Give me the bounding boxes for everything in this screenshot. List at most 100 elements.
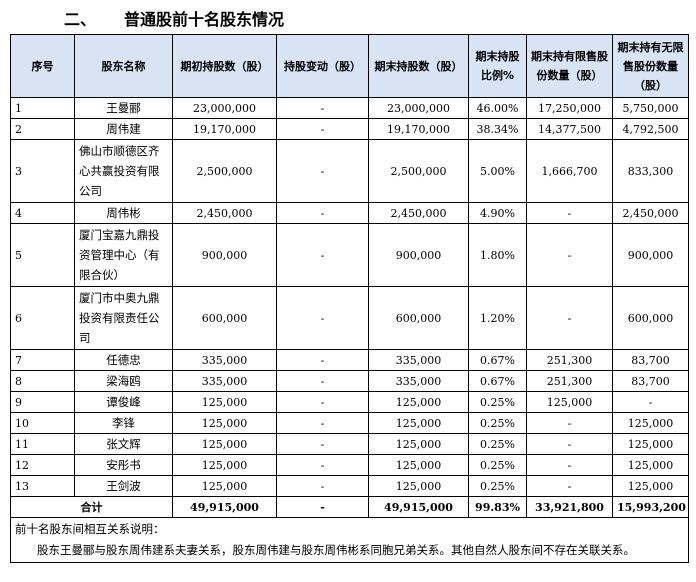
end-shares: 125,000: [368, 454, 469, 476]
end-ratio: 1.20%: [468, 286, 527, 350]
total-restricted-shares: 33,921,800: [526, 496, 613, 518]
share-change: -: [276, 139, 369, 203]
row-number: 11: [10, 433, 75, 455]
shareholder-name: 厦门宝嘉九鼎投资管理中心（有限合伙）: [74, 223, 173, 287]
end-ratio: 1.80%: [468, 223, 527, 287]
shareholder-name: 王曼郦: [74, 97, 173, 119]
share-change: -: [276, 412, 369, 434]
total-unrestricted-shares: 15,993,200: [612, 496, 689, 518]
end-shares: 900,000: [368, 223, 469, 287]
total-end-shares: 49,915,000: [368, 496, 469, 518]
unrestricted-shares: -: [612, 391, 689, 413]
shareholder-name: 王剑波: [74, 475, 173, 497]
row-number: 5: [10, 223, 75, 287]
table-row: 5 厦门宝嘉九鼎投资管理中心（有限合伙） 900,000-900,000 1.80% -…: [10, 223, 689, 287]
end-shares: 335,000: [368, 349, 469, 371]
section-title: 普通股前十名股东情况: [124, 10, 285, 29]
end-shares: 125,000: [368, 391, 469, 413]
restricted-shares: 251,300: [526, 349, 613, 371]
restricted-shares: -: [526, 433, 613, 455]
relationship-note: 前十名股东间相互关系说明： 股东王曼郦与股东周伟建系夫妻关系，股东周伟建与股东周伟…: [10, 517, 689, 563]
restricted-shares: 125,000: [526, 391, 613, 413]
restricted-shares: 17,250,000: [526, 97, 613, 119]
column-header: 期末持股数（股）: [368, 34, 469, 98]
end-ratio: 0.25%: [468, 391, 527, 413]
column-header: 期末持股比例%: [468, 34, 527, 98]
table-row: 12 安彤书 125,000-125,000 0.25% -125,000: [10, 454, 689, 476]
share-change: -: [276, 97, 369, 119]
start-shares: 2,450,000: [172, 202, 277, 224]
unrestricted-shares: 900,000: [612, 223, 689, 287]
row-number: 10: [10, 412, 75, 434]
share-change: -: [276, 286, 369, 350]
start-shares: 900,000: [172, 223, 277, 287]
end-shares: 600,000: [368, 286, 469, 350]
unrestricted-shares: 125,000: [612, 433, 689, 455]
restricted-shares: -: [526, 202, 613, 224]
row-number: 13: [10, 475, 75, 497]
unrestricted-shares: 4,792,500: [612, 118, 689, 140]
total-share-change: -: [276, 496, 369, 518]
unrestricted-shares: 125,000: [612, 475, 689, 497]
share-change: -: [276, 118, 369, 140]
column-header: 期初持股数（股）: [172, 34, 277, 98]
shareholder-name: 佛山市顺德区齐心共赢投资有限公司: [74, 139, 173, 203]
restricted-shares: -: [526, 454, 613, 476]
total-row: 合计 49,915,000-49,915,000 99.83% 33,921,800 1…: [10, 496, 689, 518]
restricted-shares: -: [526, 412, 613, 434]
total-start-shares: 49,915,000: [172, 496, 277, 518]
total-label: 合计: [10, 496, 173, 518]
row-number: 3: [10, 139, 75, 203]
end-ratio: 38.34%: [468, 118, 527, 140]
shareholder-name: 张文辉: [74, 433, 173, 455]
start-shares: 125,000: [172, 391, 277, 413]
row-number: 9: [10, 391, 75, 413]
table-row: 4 周伟彬 2,450,000-2,450,000 4.90% -2,450,000: [10, 202, 689, 224]
end-shares: 125,000: [368, 475, 469, 497]
table-row: 1 王曼郦 23,000,000-23,000,000 46.00% 17,250,00…: [10, 97, 689, 119]
shareholders-table: 序号 股东名称 期初持股数（股） 持股变动（股） 期末持股数（股） 期末持股比例% 期末持有…: [10, 34, 689, 563]
share-change: -: [276, 433, 369, 455]
row-number: 6: [10, 286, 75, 350]
share-change: -: [276, 454, 369, 476]
end-shares: 125,000: [368, 412, 469, 434]
start-shares: 23,000,000: [172, 97, 277, 119]
end-shares: 2,450,000: [368, 202, 469, 224]
start-shares: 335,000: [172, 370, 277, 392]
note-title: 前十名股东间相互关系说明：: [15, 522, 165, 536]
table-row: 2 周伟建 19,170,000-19,170,000 38.34% 14,377,50…: [10, 118, 689, 140]
unrestricted-shares: 83,700: [612, 370, 689, 392]
shareholder-name: 周伟彬: [74, 202, 173, 224]
share-change: -: [276, 349, 369, 371]
unrestricted-shares: 5,750,000: [612, 97, 689, 119]
column-header: 序号: [10, 34, 75, 98]
share-change: -: [276, 391, 369, 413]
end-ratio: 4.90%: [468, 202, 527, 224]
section-heading: 二、 普通股前十名股东情况: [64, 6, 284, 30]
total-end-ratio: 99.83%: [468, 496, 527, 518]
shareholder-name: 厦门市中奥九鼎投资有限责任公司: [74, 286, 173, 350]
share-change: -: [276, 475, 369, 497]
end-ratio: 0.67%: [468, 349, 527, 371]
row-number: 4: [10, 202, 75, 224]
restricted-shares: 14,377,500: [526, 118, 613, 140]
share-change: -: [276, 370, 369, 392]
restricted-shares: -: [526, 475, 613, 497]
unrestricted-shares: 2,450,000: [612, 202, 689, 224]
column-header: 持股变动（股）: [276, 34, 369, 98]
shareholder-name: 李锋: [74, 412, 173, 434]
end-ratio: 0.67%: [468, 370, 527, 392]
table-row: 9 谭俊峰 125,000-125,000 0.25% 125,000-: [10, 391, 689, 413]
note-text: 股东王曼郦与股东周伟建系夫妻关系，股东周伟建与股东周伟彬系同胞兄弟关系。其他自然…: [37, 543, 635, 557]
shareholder-name: 周伟建: [74, 118, 173, 140]
start-shares: 125,000: [172, 412, 277, 434]
row-number: 7: [10, 349, 75, 371]
row-number: 8: [10, 370, 75, 392]
start-shares: 125,000: [172, 475, 277, 497]
row-number: 12: [10, 454, 75, 476]
column-header: 期末持有无限售股份数量（股）: [612, 34, 689, 98]
restricted-shares: -: [526, 223, 613, 287]
header-row: 序号 股东名称 期初持股数（股） 持股变动（股） 期末持股数（股） 期末持股比例% 期末持有…: [10, 34, 689, 98]
start-shares: 125,000: [172, 454, 277, 476]
row-number: 1: [10, 97, 75, 119]
